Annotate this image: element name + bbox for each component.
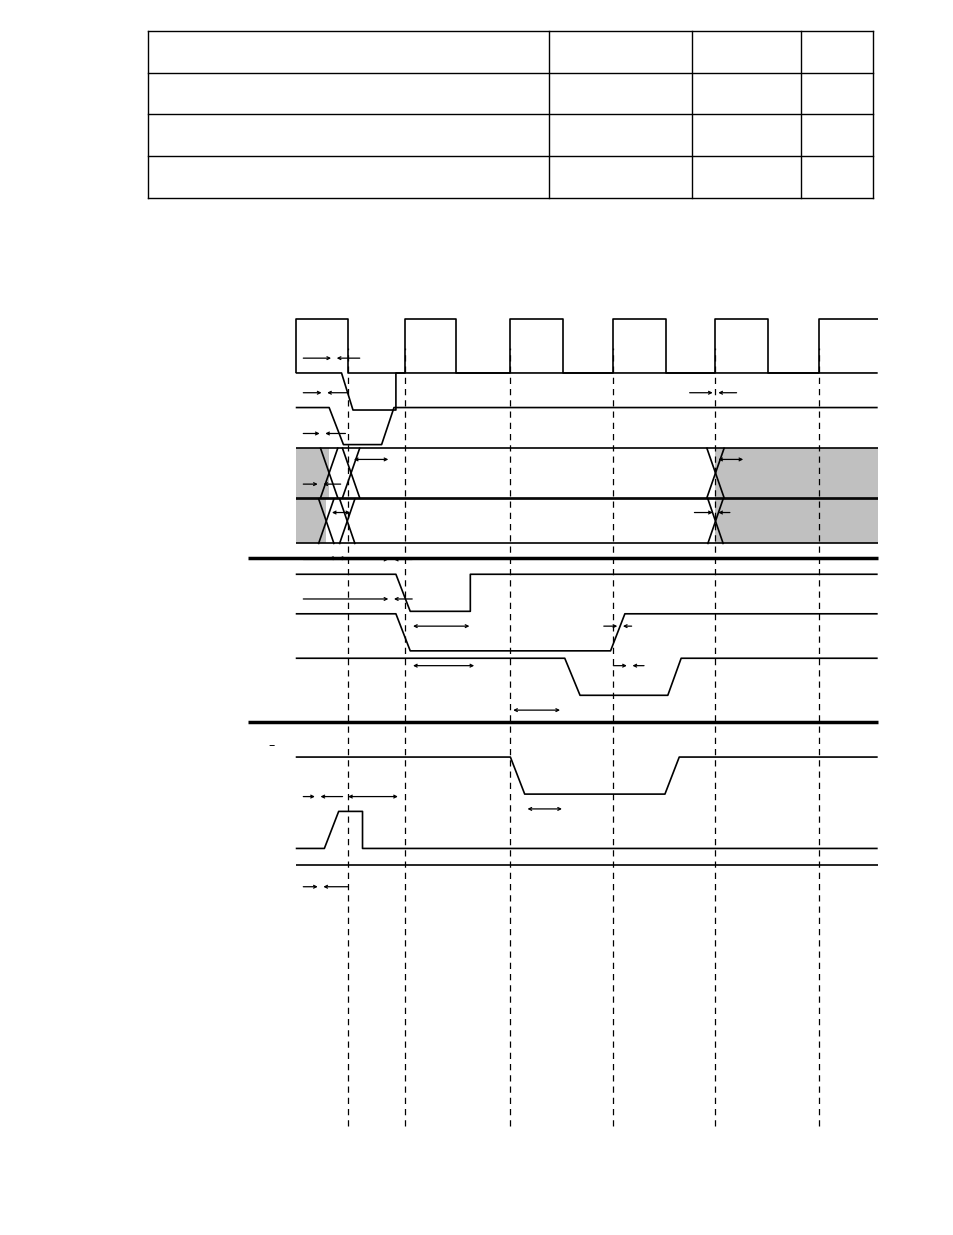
- Polygon shape: [295, 448, 329, 498]
- Text: –: –: [269, 740, 274, 752]
- Polygon shape: [295, 499, 326, 543]
- Polygon shape: [715, 499, 877, 543]
- Polygon shape: [715, 448, 877, 498]
